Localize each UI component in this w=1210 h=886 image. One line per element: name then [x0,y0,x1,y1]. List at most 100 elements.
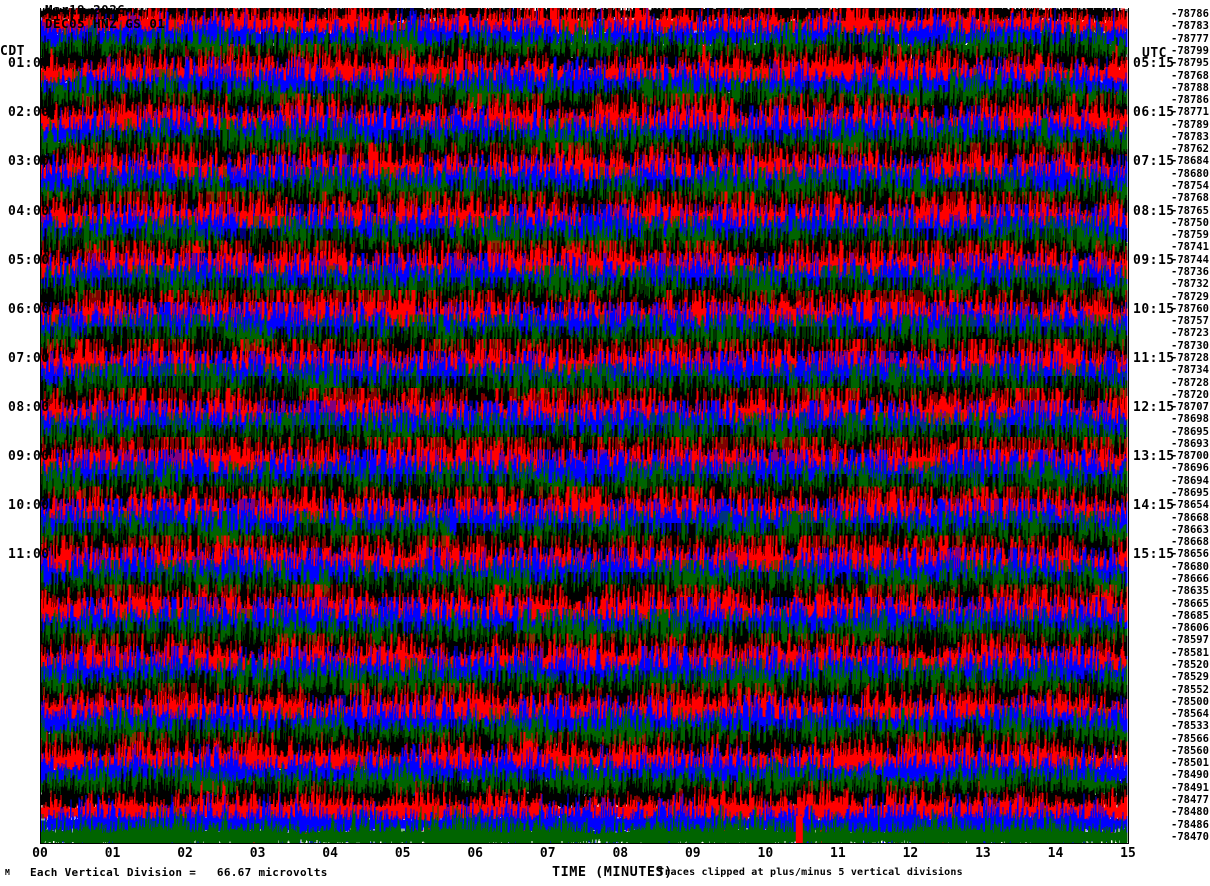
x-tick-07: 07 [539,846,556,861]
right-value-59: -78566 [1171,732,1209,745]
right-time-label-0515: 05:15 [1133,56,1175,72]
right-value-28: -78728 [1171,351,1209,364]
x-tick-05: 05 [394,846,411,861]
right-value-20: -78744 [1171,253,1209,266]
right-value-4: -78795 [1171,57,1209,70]
left-time-label-0700: 07:00 [8,350,50,366]
right-value-41: -78668 [1171,511,1209,524]
right-time-label-1515: 15:15 [1133,547,1175,563]
axis-label-cdt: CDT [0,44,25,59]
left-time-label-0900: 09:00 [8,449,50,465]
right-value-25: -78757 [1171,315,1209,328]
right-value-29: -78734 [1171,364,1209,377]
left-time-label-0100: 01:00 [8,56,50,72]
x-tick-15: 15 [1120,846,1136,861]
right-value-12: -78684 [1171,155,1209,168]
right-value-48: -78665 [1171,597,1209,610]
right-value-15: -78768 [1171,192,1209,205]
right-value-49: -78685 [1171,609,1209,622]
x-axis-title: TIME (MINUTES) [552,864,673,880]
right-value-10: -78783 [1171,130,1209,143]
right-value-5: -78768 [1171,69,1209,82]
left-time-label-0300: 03:00 [8,154,50,170]
right-value-47: -78635 [1171,585,1209,598]
footer-corner-mark: M [5,868,10,877]
right-value-37: -78696 [1171,462,1209,475]
right-time-label-0615: 06:15 [1133,105,1175,121]
right-value-67: -78470 [1171,830,1209,843]
right-time-label-0915: 09:15 [1133,252,1175,268]
right-value-16: -78765 [1171,204,1209,217]
right-value-27: -78730 [1171,339,1209,352]
right-value-65: -78480 [1171,806,1209,819]
x-tick-00: 00 [32,846,48,861]
left-time-label-0800: 08:00 [8,400,50,416]
right-value-11: -78762 [1171,143,1209,156]
axis-line-left [40,8,41,844]
right-value-60: -78560 [1171,744,1209,757]
footer-clip-note: Traces clipped at plus/minus 5 vertical … [658,867,963,878]
right-time-label-1215: 12:15 [1133,400,1175,416]
x-tick-08: 08 [612,846,629,861]
header-date: Mar19,2026 [45,2,126,17]
x-tick-01: 01 [104,846,121,861]
right-value-23: -78729 [1171,290,1209,303]
right-value-66: -78486 [1171,818,1209,831]
event-marker-red [795,816,803,843]
right-value-14: -78754 [1171,180,1209,193]
right-value-62: -78490 [1171,769,1209,782]
right-value-0: -78786 [1171,8,1209,21]
right-value-33: -78698 [1171,413,1209,426]
right-value-2: -78777 [1171,32,1209,45]
right-value-55: -78552 [1171,683,1209,696]
left-time-label-1000: 10:00 [8,498,50,514]
right-time-label-1015: 10:15 [1133,301,1175,317]
right-value-36: -78700 [1171,450,1209,463]
right-value-52: -78581 [1171,646,1209,659]
x-tick-10: 10 [757,846,774,861]
right-value-13: -78680 [1171,167,1209,180]
right-value-32: -78707 [1171,401,1209,414]
right-value-45: -78680 [1171,560,1209,573]
x-tick-12: 12 [902,846,919,861]
right-value-21: -78736 [1171,266,1209,278]
right-value-1: -78783 [1171,20,1209,33]
right-value-54: -78529 [1171,671,1209,684]
trace-line-41 [40,486,1128,549]
right-value-8: -78771 [1171,106,1209,119]
right-value-35: -78693 [1171,437,1209,450]
right-value-57: -78564 [1171,708,1209,721]
right-value-51: -78597 [1171,634,1209,647]
seismogram-plot [40,8,1128,843]
x-tick-13: 13 [975,846,991,861]
right-value-30: -78728 [1171,376,1209,389]
left-time-label-0600: 06:00 [8,301,50,317]
right-value-9: -78789 [1171,118,1209,131]
right-value-3: -78799 [1171,44,1209,57]
trace-line-64 [40,768,1128,832]
right-value-22: -78732 [1171,278,1209,291]
right-value-6: -78788 [1171,81,1209,94]
x-tick-04: 04 [322,846,338,861]
right-value-39: -78695 [1171,487,1209,500]
x-tick-14: 14 [1047,846,1064,861]
right-time-label-1415: 14:15 [1133,498,1175,514]
right-value-17: -78750 [1171,216,1209,229]
x-tick-09: 09 [684,846,701,861]
x-tick-03: 03 [249,846,266,861]
left-time-label-0200: 02:00 [8,105,50,121]
right-value-38: -78694 [1171,474,1209,487]
trace-line-67 [40,805,1128,843]
right-value-26: -78723 [1171,327,1209,340]
x-tick-11: 11 [830,846,846,861]
axis-line-bottom [40,843,1128,844]
right-value-61: -78501 [1171,757,1209,770]
right-value-63: -78491 [1171,781,1209,794]
left-time-label-0500: 05:00 [8,252,50,268]
footer-scale-note: Each Vertical Division = 66.67 microvolt… [30,866,328,879]
right-time-label-1115: 11:15 [1133,350,1175,366]
axis-label-utc: UTC [1142,46,1167,61]
right-value-24: -78760 [1171,302,1209,315]
right-value-19: -78741 [1171,241,1209,254]
